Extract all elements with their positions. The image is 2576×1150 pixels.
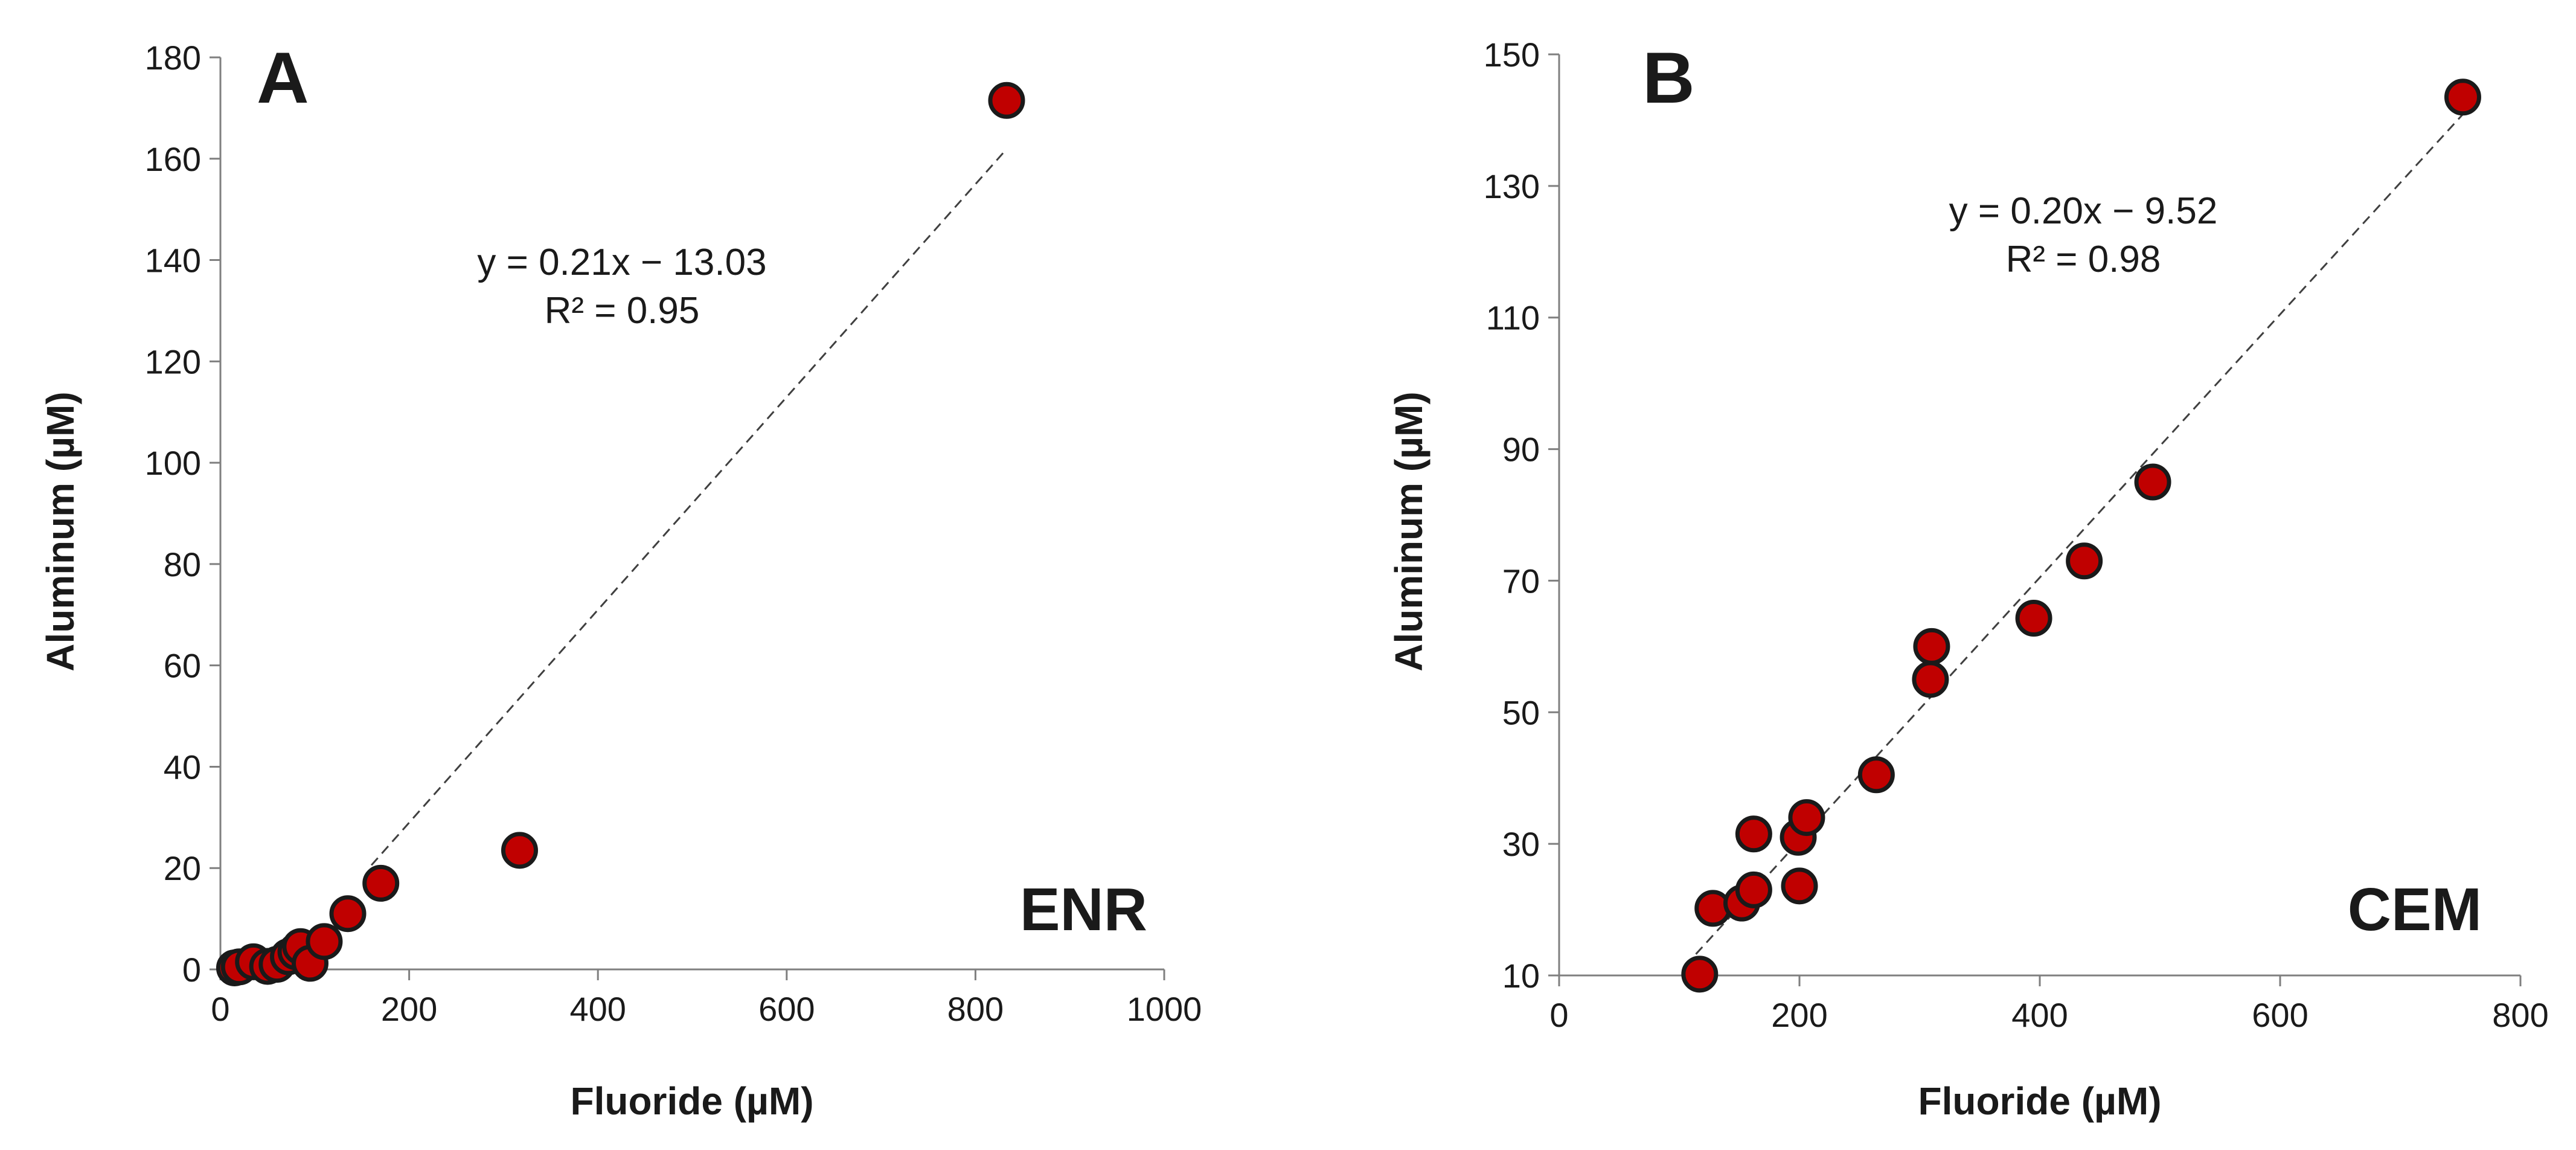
panel-b-tag: CEM xyxy=(2348,876,2482,943)
panel-a-letter: A xyxy=(257,37,309,118)
panel-a-r-squared: R² = 0.95 xyxy=(545,290,700,332)
panel-b-x-tick-label: 600 xyxy=(2252,996,2308,1034)
panel-b-y-tick-label: 50 xyxy=(1502,693,1540,731)
panel-a-x-tick-label: 0 xyxy=(211,990,229,1028)
panel-a-tick-labels: 0 20 40 60 80 100 120 140 160 180 0 200 400 600 800 100… xyxy=(145,39,1202,1028)
panel-a-y-tick-label: 60 xyxy=(164,647,201,685)
panel-a-x-axis-title: Fluoride (µM) xyxy=(570,1079,813,1123)
panel-b-letter: B xyxy=(1642,37,1695,118)
panel-b-data-point xyxy=(2066,542,2103,580)
panel-b-x-tick-label: 200 xyxy=(1771,996,1827,1034)
panel-b-x-tick-label: 400 xyxy=(2011,996,2068,1034)
panel-a-x-tick-label: 1000 xyxy=(1127,990,1202,1028)
panel-b-axes xyxy=(1548,53,2522,986)
panel-a-data-point xyxy=(988,82,1025,119)
panel-a-y-tick-label: 20 xyxy=(164,849,201,887)
panel-b-data-point xyxy=(1912,661,1949,698)
panel-b-equation: y = 0.20x − 9.52 xyxy=(1949,190,2218,232)
panel-b-y-tick-label: 150 xyxy=(1484,36,1540,74)
panel-a-axes xyxy=(210,56,1165,980)
panel-b-data-point xyxy=(1735,871,1772,908)
panel-a-points xyxy=(216,82,1025,986)
panel-b-y-tick-label: 30 xyxy=(1502,825,1540,863)
panel-b-y-tick-label: 70 xyxy=(1502,562,1540,600)
panel-b-data-point xyxy=(1681,956,1719,993)
panel-b-data-point xyxy=(1857,756,1895,794)
panel-b-data-point xyxy=(1913,628,1950,665)
panel-b-y-axis-title: Aluminum (µM) xyxy=(1387,391,1431,671)
panel-a-y-tick-label: 180 xyxy=(145,39,201,77)
panel-b-y-tick-label: 90 xyxy=(1502,431,1540,469)
panel-b-y-tick-label: 130 xyxy=(1484,167,1540,205)
panel-b-data-point xyxy=(2015,600,2052,637)
panel-a-x-tick-label: 600 xyxy=(758,990,815,1028)
panel-a-y-tick-label: 80 xyxy=(164,545,201,583)
panel-b-y-tick-label: 10 xyxy=(1502,957,1540,995)
panel-a-x-tick-label: 400 xyxy=(569,990,626,1028)
panel-b-data-point xyxy=(2444,79,2481,116)
panel-a-y-tick-label: 100 xyxy=(145,444,201,482)
panel-a-trendline-group xyxy=(370,148,1008,866)
panel-b-x-tick-label: 0 xyxy=(1549,996,1568,1034)
panel-a-y-tick-label: 140 xyxy=(145,242,201,280)
panel-a-y-axis-title: Aluminum (µM) xyxy=(39,391,82,671)
panel-b-chart: 10 30 50 70 90 110 130 150 0 200 400 600 800 B CEM y… xyxy=(1387,36,2549,1123)
panel-a-y-tick-label: 0 xyxy=(182,951,201,989)
panel-b-data-point xyxy=(1788,799,1825,837)
panel-a-trendline xyxy=(370,148,1008,866)
panel-b-points xyxy=(1681,79,2481,993)
panel-b-data-point xyxy=(2134,463,2171,501)
panel-b-x-axis-title: Fluoride (µM) xyxy=(1918,1079,2161,1123)
panel-b-r-squared: R² = 0.98 xyxy=(2006,239,2161,280)
panel-a-x-tick-label: 800 xyxy=(947,990,1004,1028)
panel-a-data-point xyxy=(329,895,367,933)
panel-a-y-tick-label: 40 xyxy=(164,748,201,786)
panel-a-chart: 0 20 40 60 80 100 120 140 160 180 0 200 400 600 800 100… xyxy=(39,37,1202,1123)
panel-a-y-tick-label: 160 xyxy=(145,140,201,178)
panel-a-data-point xyxy=(306,923,343,960)
panel-a-data-point xyxy=(501,832,538,869)
panel-a-data-point xyxy=(362,864,400,902)
panel-a-equation: y = 0.21x − 13.03 xyxy=(477,242,766,283)
panel-b-data-point xyxy=(1735,815,1772,853)
panel-a-x-tick-label: 200 xyxy=(381,990,437,1028)
panel-b-tick-labels: 10 30 50 70 90 110 130 150 0 200 400 600 800 xyxy=(1484,36,2549,1034)
panel-b-data-point xyxy=(1781,867,1818,905)
panel-b-x-tick-label: 800 xyxy=(2492,996,2548,1034)
panel-a-tag: ENR xyxy=(1020,876,1147,943)
panel-a-y-tick-label: 120 xyxy=(145,342,201,381)
panel-b-y-tick-label: 110 xyxy=(1486,299,1540,337)
